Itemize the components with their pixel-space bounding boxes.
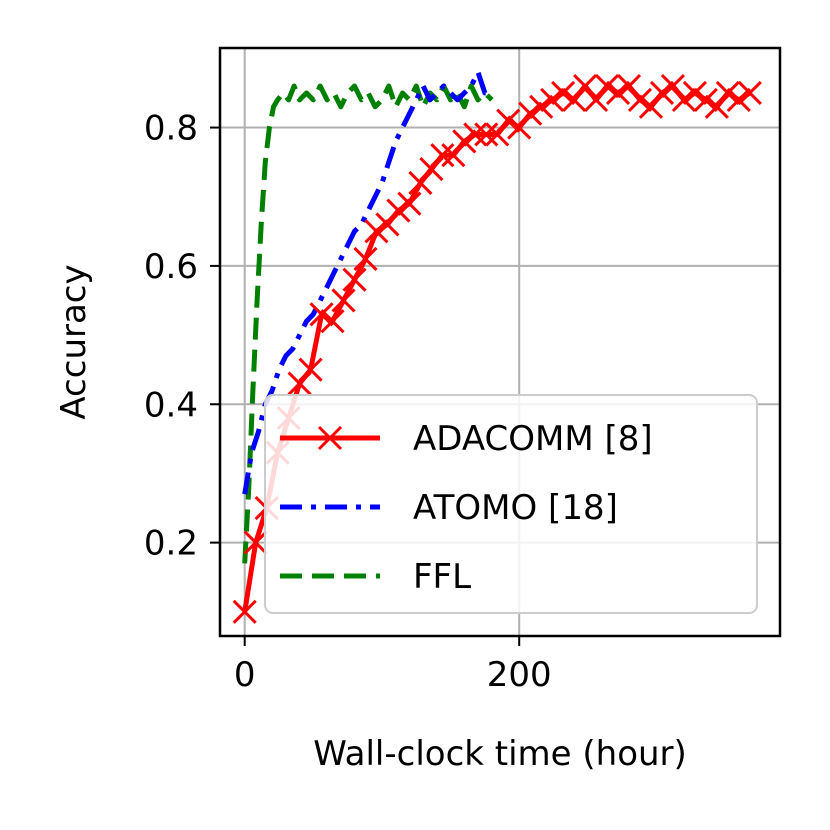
data-point-marker: [287, 371, 312, 396]
data-point-marker: [616, 73, 642, 99]
data-point-marker: [463, 122, 488, 147]
legend-marker: [317, 425, 343, 451]
data-point-marker: [419, 156, 444, 182]
data-point-marker: [452, 129, 477, 154]
data-point-marker: [496, 108, 521, 133]
data-point-marker: [693, 87, 718, 112]
data-point-marker: [737, 80, 762, 106]
series-line: [242, 69, 492, 495]
data-point-marker: [331, 288, 356, 313]
data-point-marker: [551, 80, 576, 106]
data-point-marker: [682, 80, 707, 106]
legend-label: FFL: [413, 557, 471, 597]
data-point-marker: [485, 122, 510, 147]
data-point-marker: [342, 267, 367, 292]
data-point-marker: [386, 198, 411, 223]
data-point-marker: [375, 212, 400, 237]
legend: ADACOMM [8] ATOMO [18] FFL: [264, 394, 758, 614]
data-point-marker: [364, 219, 389, 244]
data-point-marker: [232, 599, 257, 624]
data-point-marker: [573, 73, 598, 99]
data-point-marker: [562, 87, 587, 112]
data-point-marker: [726, 87, 751, 112]
legend-box: [264, 394, 758, 614]
series-ffl: [242, 83, 494, 564]
series-lines: [232, 69, 762, 624]
legend-label: ADACOMM [8]: [413, 419, 653, 459]
data-point-marker: [320, 309, 345, 334]
data-point-marker: [518, 101, 543, 126]
data-point-marker: [529, 94, 554, 119]
legend-entry: ADACOMM [8]: [280, 419, 653, 459]
data-point-marker: [540, 87, 565, 112]
legend-entry: FFL: [280, 557, 471, 597]
data-point-marker: [605, 80, 631, 106]
series-line: [242, 83, 494, 564]
data-point-marker: [584, 87, 609, 112]
data-point-marker: [474, 122, 499, 147]
data-point-marker: [638, 94, 664, 119]
data-point-marker: [715, 80, 740, 106]
data-point-marker: [397, 191, 422, 216]
data-point-marker: [627, 87, 653, 112]
data-point-marker: [660, 73, 686, 99]
data-point-marker: [671, 87, 696, 112]
y-tick-label: 0.4: [144, 385, 198, 425]
data-point-marker: [649, 80, 675, 106]
data-point-marker: [309, 302, 334, 327]
y-tick-label: 0.6: [144, 247, 198, 287]
plot-frame: [218, 46, 782, 638]
data-point-marker: [243, 530, 268, 555]
axis-ticks: 0 200 0.2 0.4 0.6 0.8: [144, 109, 552, 695]
x-tick-label: 200: [487, 655, 552, 695]
series-adacomm-8: [232, 73, 762, 624]
series-atomo-18: [242, 69, 492, 495]
data-point-marker: [507, 115, 532, 140]
x-tick-label: 0: [234, 655, 256, 695]
data-point-marker: [298, 357, 323, 382]
y-axis-label: Accuracy: [54, 264, 94, 419]
data-point-marker: [704, 94, 729, 119]
data-point-marker: [430, 143, 455, 168]
y-tick-label: 0.8: [144, 109, 198, 149]
y-tick-label: 0.2: [144, 524, 198, 564]
legend-entry: ATOMO [18]: [280, 488, 618, 528]
data-point-marker: [594, 73, 620, 99]
data-point-marker: [353, 246, 378, 272]
data-point-marker: [441, 143, 466, 168]
x-axis-label: Wall-clock time (hour): [313, 734, 687, 774]
legend-label: ATOMO [18]: [413, 488, 618, 528]
data-point-marker: [408, 170, 433, 195]
